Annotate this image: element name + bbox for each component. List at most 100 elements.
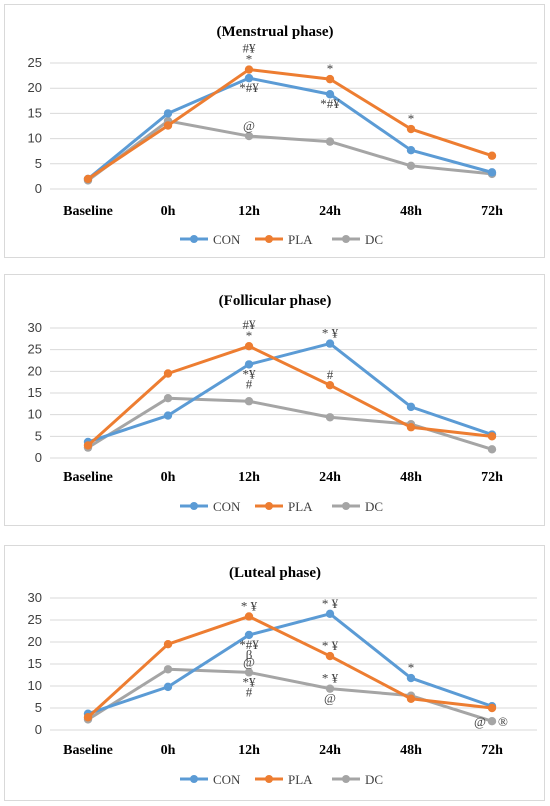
data-point-pla <box>325 381 335 390</box>
data-point-pla <box>83 441 93 450</box>
x-tick-label: 48h <box>400 204 422 219</box>
significance-annotation: * ¥ <box>322 671 339 686</box>
x-tick-label: 24h <box>319 743 341 758</box>
series-line-con <box>86 342 494 444</box>
x-tick-label: 12h <box>238 743 260 758</box>
legend-swatch-marker <box>342 775 350 783</box>
significance-annotation: @ <box>474 714 486 729</box>
data-point-pla <box>83 713 93 722</box>
significance-annotation: * <box>408 660 415 675</box>
data-point-con <box>163 682 173 692</box>
legend-label: DC <box>365 772 383 787</box>
series-line-pla <box>86 68 494 181</box>
significance-annotation: * <box>327 61 334 76</box>
legend-label: PLA <box>288 499 313 514</box>
y-tick-label: 0 <box>35 450 42 465</box>
legend-swatch-marker <box>265 775 273 783</box>
x-tick-label: 48h <box>400 470 422 485</box>
data-point-pla <box>325 651 335 661</box>
x-tick-label: 0h <box>161 470 176 485</box>
x-tick-label: 24h <box>319 470 341 485</box>
y-tick-label: 15 <box>28 385 42 400</box>
data-point-con <box>163 411 173 420</box>
series-line-con <box>86 612 494 716</box>
data-point-pla <box>244 612 254 621</box>
data-point-pla <box>487 151 497 160</box>
y-tick-label: 15 <box>28 105 42 120</box>
x-tick-label: 12h <box>238 470 260 485</box>
y-tick-label: 10 <box>28 407 42 422</box>
data-point-con <box>406 145 416 155</box>
significance-annotation: ® <box>498 714 508 729</box>
legend-label: PLA <box>288 772 313 787</box>
gridlines <box>50 327 537 459</box>
legend-label: DC <box>365 232 383 247</box>
significance-annotation: *#¥ <box>239 637 259 652</box>
x-tick-label: Baseline <box>63 743 113 758</box>
chart-title: (Follicular phase) <box>219 293 332 309</box>
data-point-con <box>325 609 335 619</box>
x-tick-label: 0h <box>161 204 176 219</box>
data-point-dc <box>487 717 497 726</box>
y-tick-label: 25 <box>28 342 42 357</box>
series-line-pla <box>86 344 494 447</box>
significance-annotation: *¥ <box>243 366 257 381</box>
significance-annotation: # <box>327 367 334 382</box>
significance-annotation: #¥ <box>243 317 257 332</box>
legend-label: DC <box>365 499 383 514</box>
chart-title: (Luteal phase) <box>229 565 321 581</box>
y-tick-label: 25 <box>28 55 42 70</box>
y-tick-label: 5 <box>35 156 42 171</box>
x-tick-label: 0h <box>161 743 176 758</box>
significance-annotation: * <box>408 111 415 126</box>
legend-label: CON <box>213 232 241 247</box>
data-point-con <box>163 109 173 118</box>
chart-svg-follicular: (Follicular phase) 0 5 10 15 20 25 30 Baseline 0h… <box>28 293 537 514</box>
x-tick-label: 12h <box>238 204 260 219</box>
significance-annotation: * <box>246 328 253 343</box>
data-point-dc <box>325 413 335 422</box>
data-point-con <box>325 339 335 348</box>
x-tick-label: 72h <box>481 470 503 485</box>
significance-annotation: @ <box>324 691 336 706</box>
chart-panel-luteal: (Luteal phase) 0 5 10 15 20 25 30 Baseline 0h 12h 2… <box>4 545 545 801</box>
significance-annotation: #¥ <box>243 41 257 56</box>
significance-annotation: * ¥ <box>322 596 339 611</box>
significance-annotation: @ <box>243 654 255 669</box>
y-tick-label: 30 <box>28 590 42 605</box>
data-point-dc <box>487 445 497 454</box>
legend-swatch-marker <box>342 235 350 243</box>
legend-swatch-marker <box>265 235 273 243</box>
data-point-con <box>487 168 497 177</box>
y-tick-label: 10 <box>28 678 42 693</box>
data-point-pla <box>163 369 173 378</box>
data-point-dc <box>244 668 254 677</box>
data-point-pla <box>83 174 93 184</box>
significance-annotation: * ¥ <box>322 326 339 341</box>
data-point-pla <box>487 432 497 441</box>
y-tick-label: 20 <box>28 363 42 378</box>
significance-annotation: *¥ <box>243 674 257 689</box>
data-point-con <box>244 630 254 640</box>
y-tick-label: 0 <box>35 722 42 737</box>
y-tick-label: 20 <box>28 80 42 95</box>
significance-annotation: # <box>246 684 253 699</box>
y-tick-label: 15 <box>28 656 42 671</box>
x-tick-label: Baseline <box>63 470 113 485</box>
data-point-con <box>406 402 416 412</box>
data-point-pla <box>244 65 254 74</box>
y-tick-label: 5 <box>35 700 42 715</box>
y-tick-label: 10 <box>28 131 42 146</box>
legend-swatch-marker <box>190 235 198 243</box>
data-point-pla <box>487 703 497 713</box>
chart-title: (Menstrual phase) <box>216 24 333 40</box>
legend-swatch-marker <box>265 502 273 510</box>
x-tick-label: 48h <box>400 743 422 758</box>
y-tick-label: 25 <box>28 612 42 627</box>
data-point-pla <box>325 74 335 84</box>
data-point-pla <box>406 124 416 134</box>
legend-label: CON <box>213 772 241 787</box>
x-tick-label: 72h <box>481 204 503 219</box>
data-point-dc <box>244 397 254 406</box>
chart-panel-menstrual: (Menstrual phase) 0 5 10 15 20 25 Baseline 0h 12h… <box>4 4 545 258</box>
